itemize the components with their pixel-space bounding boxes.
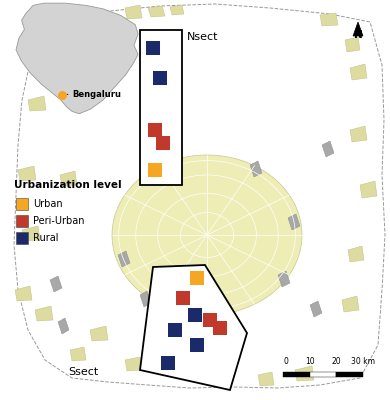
Point xyxy=(59,92,66,99)
Text: 0: 0 xyxy=(283,357,288,366)
Point xyxy=(150,45,156,51)
Polygon shape xyxy=(118,251,130,267)
Text: 30 km: 30 km xyxy=(351,357,375,366)
Polygon shape xyxy=(342,296,359,312)
Point xyxy=(19,235,25,241)
Polygon shape xyxy=(112,155,302,315)
Polygon shape xyxy=(278,271,290,287)
Polygon shape xyxy=(148,6,165,17)
Polygon shape xyxy=(90,326,108,341)
Polygon shape xyxy=(60,171,77,186)
Polygon shape xyxy=(140,291,151,307)
Point xyxy=(217,325,223,331)
Polygon shape xyxy=(15,286,32,301)
Polygon shape xyxy=(170,5,184,15)
Point xyxy=(192,312,198,318)
Polygon shape xyxy=(18,166,36,181)
Bar xyxy=(310,372,336,377)
Text: Rural: Rural xyxy=(33,233,58,243)
Point xyxy=(172,327,178,333)
Bar xyxy=(140,30,182,185)
Polygon shape xyxy=(310,301,322,317)
Polygon shape xyxy=(345,37,360,52)
Polygon shape xyxy=(250,161,262,177)
Text: Urbanization level: Urbanization level xyxy=(14,180,122,190)
Polygon shape xyxy=(70,347,86,361)
Point xyxy=(152,167,158,173)
Point xyxy=(152,127,158,133)
Polygon shape xyxy=(58,318,69,334)
Polygon shape xyxy=(350,64,367,80)
Polygon shape xyxy=(125,5,142,19)
Polygon shape xyxy=(348,246,364,262)
Polygon shape xyxy=(288,214,300,230)
Point xyxy=(194,342,200,348)
Polygon shape xyxy=(22,226,40,241)
Bar xyxy=(336,372,363,377)
Text: 10: 10 xyxy=(305,357,314,366)
Polygon shape xyxy=(50,276,62,292)
Polygon shape xyxy=(322,141,334,157)
Polygon shape xyxy=(258,372,274,386)
Polygon shape xyxy=(35,51,52,66)
Text: Bengaluru: Bengaluru xyxy=(72,90,121,99)
Point xyxy=(19,218,25,224)
Polygon shape xyxy=(16,3,138,114)
Point xyxy=(19,201,25,207)
Text: N: N xyxy=(354,30,362,40)
Polygon shape xyxy=(360,181,377,198)
Point xyxy=(207,317,213,323)
Point xyxy=(194,275,200,281)
Polygon shape xyxy=(295,366,314,381)
Point xyxy=(165,360,171,366)
Text: Ssect: Ssect xyxy=(68,367,98,377)
Point xyxy=(160,140,166,146)
Polygon shape xyxy=(320,13,338,26)
Polygon shape xyxy=(350,126,367,142)
Polygon shape xyxy=(28,96,46,111)
Text: Urban: Urban xyxy=(33,199,63,209)
Polygon shape xyxy=(152,68,162,84)
Bar xyxy=(283,372,310,377)
Point xyxy=(157,75,163,81)
Text: Nsect: Nsect xyxy=(187,32,218,42)
Polygon shape xyxy=(140,265,247,390)
Polygon shape xyxy=(35,306,53,321)
Text: Peri-Urban: Peri-Urban xyxy=(33,216,85,226)
Polygon shape xyxy=(125,357,142,371)
Point xyxy=(180,295,186,301)
Polygon shape xyxy=(353,22,363,36)
Text: 20: 20 xyxy=(332,357,341,366)
